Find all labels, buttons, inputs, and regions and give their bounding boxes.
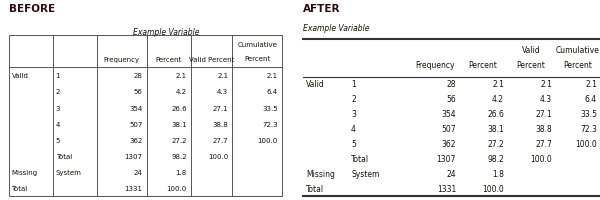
Text: Percent: Percent (517, 61, 545, 70)
Text: 2.1: 2.1 (585, 80, 597, 89)
Text: 98.2: 98.2 (171, 153, 187, 159)
Text: Cumulative: Cumulative (237, 42, 277, 48)
Text: 72.3: 72.3 (580, 125, 597, 134)
Text: Total: Total (56, 153, 72, 159)
Text: 1.8: 1.8 (176, 169, 187, 175)
Text: 24: 24 (446, 169, 456, 178)
Text: Valid Percent: Valid Percent (189, 57, 235, 63)
Text: 100.0: 100.0 (530, 154, 552, 163)
Text: 38.1: 38.1 (487, 125, 504, 134)
Text: Percent: Percent (244, 56, 270, 62)
Text: 2.1: 2.1 (176, 73, 187, 79)
Text: Missing: Missing (11, 169, 38, 175)
Text: Example Variable: Example Variable (133, 28, 199, 37)
Text: BEFORE: BEFORE (9, 4, 55, 14)
Text: 1307: 1307 (437, 154, 456, 163)
Text: 1.8: 1.8 (492, 169, 504, 178)
Text: 4: 4 (56, 121, 60, 127)
Text: 2.1: 2.1 (267, 73, 278, 79)
Text: 1331: 1331 (437, 184, 456, 193)
Text: 6.4: 6.4 (585, 95, 597, 104)
Text: Percent: Percent (563, 61, 592, 70)
Text: 362: 362 (129, 137, 143, 143)
Text: 507: 507 (129, 121, 143, 127)
Text: 100.0: 100.0 (482, 184, 504, 193)
Text: 38.8: 38.8 (535, 125, 552, 134)
Text: 4.3: 4.3 (217, 89, 228, 95)
Text: 56: 56 (134, 89, 143, 95)
Text: 38.8: 38.8 (212, 121, 228, 127)
Text: 1307: 1307 (125, 153, 143, 159)
Text: 100.0: 100.0 (257, 137, 278, 143)
Text: 5: 5 (56, 137, 60, 143)
Text: 38.1: 38.1 (171, 121, 187, 127)
Text: Valid: Valid (521, 46, 541, 55)
Text: 354: 354 (130, 105, 143, 111)
Text: 28: 28 (134, 73, 143, 79)
Text: 98.2: 98.2 (487, 154, 504, 163)
Text: 27.2: 27.2 (171, 137, 187, 143)
Text: 100.0: 100.0 (575, 140, 597, 148)
Text: 2: 2 (56, 89, 60, 95)
Text: 33.5: 33.5 (580, 110, 597, 119)
Text: 27.7: 27.7 (212, 137, 228, 143)
Text: System: System (351, 169, 379, 178)
Text: Valid: Valid (11, 73, 28, 79)
Text: 27.1: 27.1 (535, 110, 552, 119)
Text: Total: Total (306, 184, 324, 193)
Text: Percent: Percent (469, 61, 497, 70)
Text: Total: Total (11, 185, 28, 191)
Text: 3: 3 (56, 105, 60, 111)
Text: 28: 28 (446, 80, 456, 89)
Text: Percent: Percent (156, 57, 182, 63)
Text: 6.4: 6.4 (267, 89, 278, 95)
Text: 56: 56 (446, 95, 456, 104)
Text: Missing: Missing (306, 169, 335, 178)
Text: 4.2: 4.2 (492, 95, 504, 104)
Text: 2.1: 2.1 (492, 80, 504, 89)
Text: 100.0: 100.0 (208, 153, 228, 159)
Text: 100.0: 100.0 (167, 185, 187, 191)
Text: Total: Total (351, 154, 369, 163)
Text: 1: 1 (351, 80, 356, 89)
Text: Cumulative: Cumulative (556, 46, 599, 55)
Text: 2.1: 2.1 (217, 73, 228, 79)
Text: 2.1: 2.1 (540, 80, 552, 89)
Text: 27.1: 27.1 (212, 105, 228, 111)
Text: 27.2: 27.2 (487, 140, 504, 148)
Text: Example Variable: Example Variable (303, 24, 370, 33)
Text: 27.7: 27.7 (535, 140, 552, 148)
Text: 4.2: 4.2 (176, 89, 187, 95)
Bar (9, 36, 282, 196)
Text: Valid: Valid (306, 80, 325, 89)
Text: 1331: 1331 (125, 185, 143, 191)
Text: 33.5: 33.5 (262, 105, 278, 111)
Text: AFTER: AFTER (303, 4, 341, 14)
Text: 2: 2 (351, 95, 356, 104)
Text: 3: 3 (351, 110, 356, 119)
Text: Frequency: Frequency (415, 61, 455, 70)
Text: 1: 1 (56, 73, 60, 79)
Text: 5: 5 (351, 140, 356, 148)
Text: 24: 24 (134, 169, 143, 175)
Text: 26.6: 26.6 (171, 105, 187, 111)
Text: Frequency: Frequency (104, 57, 140, 63)
Text: 26.6: 26.6 (487, 110, 504, 119)
Text: System: System (56, 169, 82, 175)
Text: 4: 4 (351, 125, 356, 134)
Text: 72.3: 72.3 (262, 121, 278, 127)
Text: 362: 362 (442, 140, 456, 148)
Text: 507: 507 (442, 125, 456, 134)
Text: 4.3: 4.3 (540, 95, 552, 104)
Text: 354: 354 (442, 110, 456, 119)
